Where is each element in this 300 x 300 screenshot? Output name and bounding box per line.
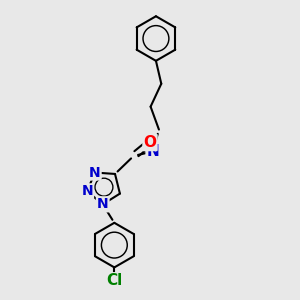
Text: Cl: Cl: [106, 273, 122, 288]
Text: N: N: [81, 184, 93, 198]
Text: N: N: [147, 144, 159, 159]
Text: H: H: [142, 138, 153, 152]
Text: O: O: [143, 135, 157, 150]
Text: N: N: [89, 166, 100, 179]
Text: N: N: [97, 197, 109, 211]
